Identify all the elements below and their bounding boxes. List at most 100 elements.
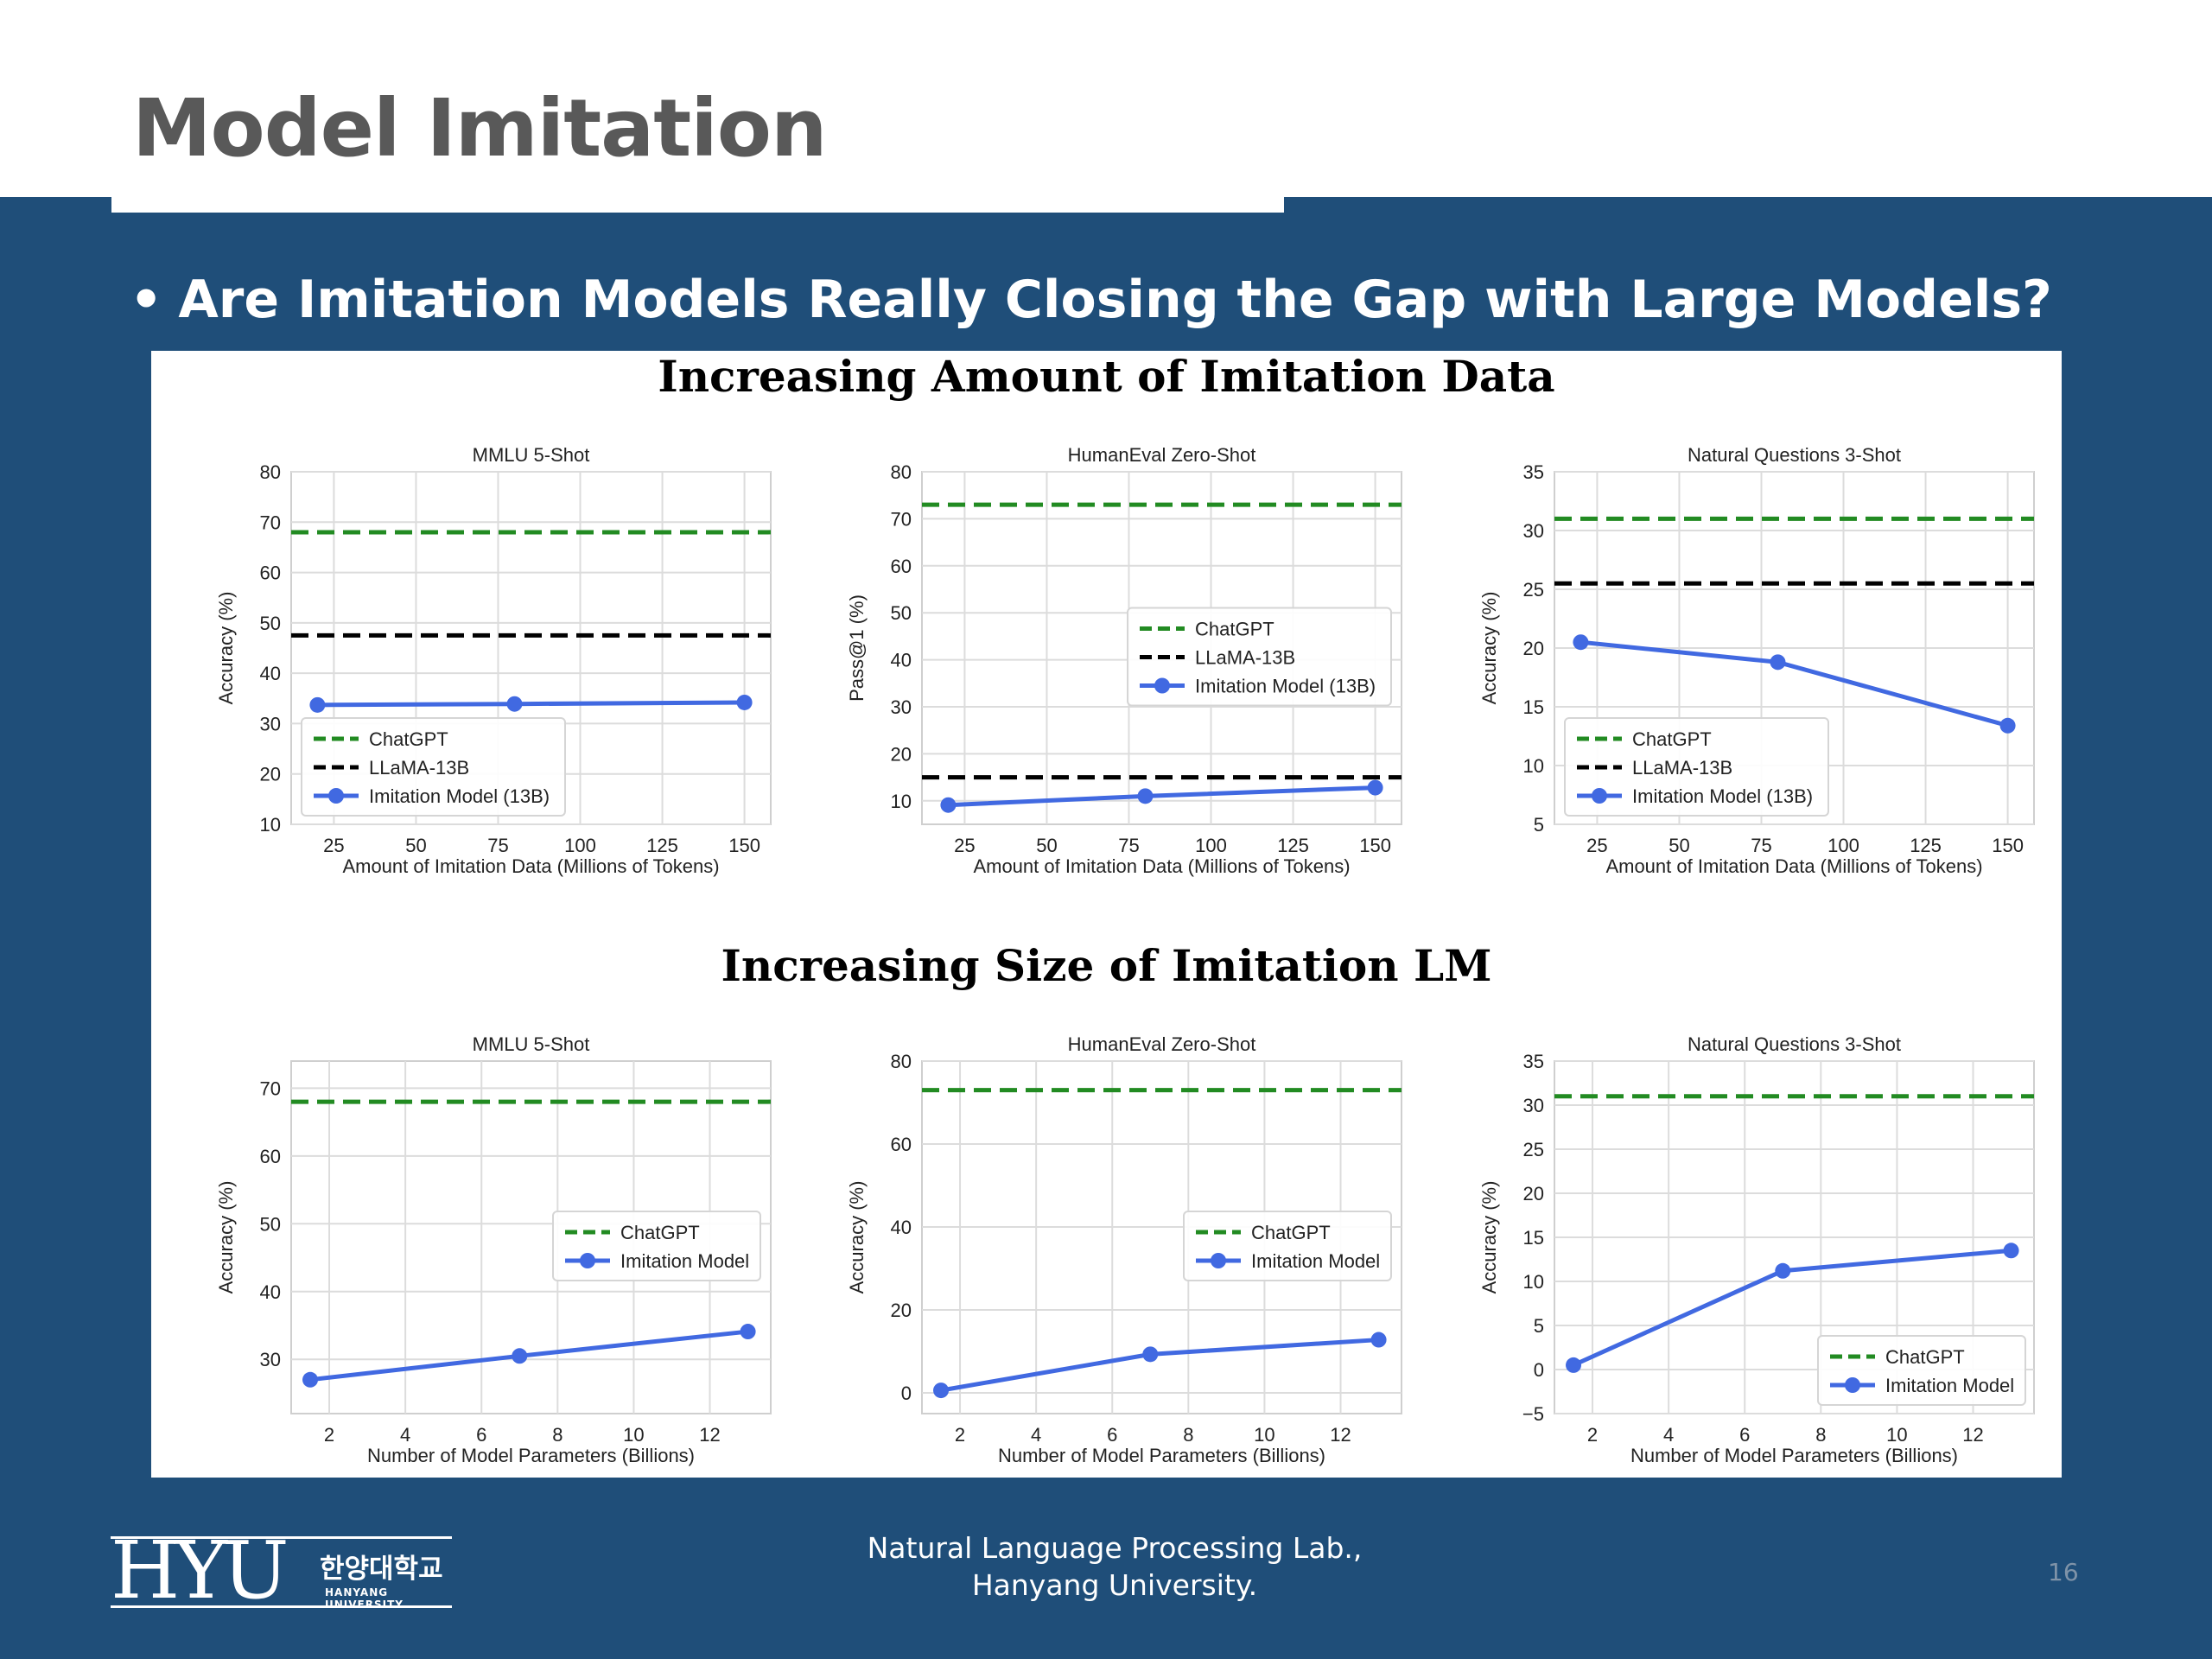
data-point (1367, 779, 1383, 796)
x-tick-label: 125 (1277, 835, 1309, 856)
x-tick-label: 2 (324, 1424, 334, 1446)
bullet-text: Are Imitation Models Really Closing the … (178, 270, 2052, 330)
y-tick-label: 10 (1523, 755, 1544, 777)
legend-label: Imitation Model (13B) (1632, 785, 1813, 807)
x-tick-label: 6 (1739, 1424, 1750, 1446)
x-tick-label: 10 (1254, 1424, 1274, 1446)
slide-title: Model Imitation (132, 82, 827, 175)
y-tick-label: 15 (1523, 696, 1544, 718)
legend-box (301, 717, 566, 817)
y-tick-label: 20 (260, 764, 281, 785)
legend-box (552, 1211, 761, 1281)
y-tick-label: 70 (260, 1077, 281, 1099)
y-axis-label: Accuracy (%) (215, 592, 237, 705)
y-tick-label: 5 (1534, 1315, 1544, 1337)
data-point (2003, 1243, 2019, 1259)
chart-nq-size: 2 4 6 8 10 12 −5 0 5 10 15 20 25 30 35 Natural Question… (1478, 1033, 2035, 1466)
y-tick-label: 20 (891, 1300, 912, 1321)
x-tick-label: 4 (1031, 1424, 1041, 1446)
y-tick-label: 0 (901, 1382, 912, 1404)
x-tick-label: 100 (564, 835, 596, 856)
x-tick-label: 6 (1107, 1424, 1117, 1446)
chart-title: Natural Questions 3-Shot (1688, 1033, 1901, 1055)
section-title-model-size: Increasing Size of Imitation LM (721, 940, 1492, 991)
y-tick-label: 10 (260, 814, 281, 836)
x-axis-label: Amount of Imitation Data (Millions of To… (973, 855, 1350, 877)
chart-title: MMLU 5-Shot (473, 444, 590, 466)
legend-label: Imitation Model (1885, 1375, 2014, 1396)
y-tick-label: 25 (1523, 1139, 1544, 1160)
footer-line-2: Hanyang University. (971, 1568, 1258, 1602)
header-band (0, 0, 2212, 197)
data-point (1999, 717, 2016, 734)
header-tab (111, 197, 1284, 213)
y-tick-label: 30 (260, 713, 281, 734)
y-tick-label: 50 (891, 602, 912, 624)
x-tick-label: 150 (728, 835, 760, 856)
y-tick-label: 20 (1523, 1183, 1544, 1205)
legend-marker (1154, 677, 1170, 694)
footer-credit: Natural Language Processing Lab., Hanyan… (778, 1529, 1452, 1604)
legend-label: ChatGPT (620, 1222, 700, 1243)
legend-label: ChatGPT (1632, 728, 1712, 750)
logo-bottom-rule (111, 1605, 452, 1608)
x-tick-label: 6 (476, 1424, 486, 1446)
y-tick-label: 50 (260, 613, 281, 634)
x-tick-label: 150 (1992, 835, 2024, 856)
x-tick-label: 25 (1586, 835, 1607, 856)
data-point (740, 1324, 756, 1340)
y-tick-label: 15 (1523, 1227, 1544, 1249)
y-tick-label: 35 (1523, 461, 1544, 483)
x-tick-label: 10 (623, 1424, 644, 1446)
legend-marker (328, 788, 344, 804)
y-tick-label: 10 (891, 791, 912, 812)
y-tick-label: 60 (260, 563, 281, 584)
y-axis-label: Pass@1 (%) (846, 594, 868, 702)
bullet-dot-icon: • (130, 270, 163, 330)
legend-label: Imitation Model (13B) (1195, 676, 1376, 697)
data-point (506, 696, 523, 712)
x-tick-label: 50 (405, 835, 426, 856)
figure-panel: Increasing Amount of Imitation Data Incr… (151, 351, 2062, 1478)
y-axis-label: Accuracy (%) (1478, 1181, 1500, 1294)
x-tick-label: 25 (323, 835, 344, 856)
chart-title: HumanEval Zero-Shot (1068, 444, 1256, 466)
y-tick-label: 5 (1534, 814, 1544, 836)
y-tick-label: 70 (891, 508, 912, 530)
y-tick-label: 10 (1523, 1271, 1544, 1293)
y-tick-label: 80 (891, 1051, 912, 1072)
chart-mmlu-data: 25 50 75 100 125 150 10 20 30 40 50 60 70 80 MMLU 5-Sh… (215, 444, 772, 877)
legend-label: Imitation Model (13B) (369, 785, 550, 807)
y-tick-label: 0 (1534, 1359, 1544, 1381)
y-axis-label: Accuracy (%) (1478, 592, 1500, 705)
y-tick-label: 30 (260, 1349, 281, 1370)
legend-marker (580, 1253, 595, 1268)
y-tick-label: 30 (1523, 520, 1544, 542)
y-tick-label: 30 (1523, 1095, 1544, 1116)
legend: ChatGPT LLaMA-13B Imitation Model (13B) (1127, 607, 1392, 707)
x-tick-label: 12 (699, 1424, 720, 1446)
data-point (1370, 1332, 1387, 1348)
legend-label: LLaMA-13B (1195, 647, 1295, 669)
page-number: 16 (2048, 1558, 2079, 1586)
x-tick-label: 125 (646, 835, 678, 856)
legend-box (1817, 1335, 2026, 1406)
chart-nq-data: 25 50 75 100 125 150 5 10 15 20 25 30 35 Natural Ques… (1478, 444, 2035, 877)
x-tick-label: 50 (1669, 835, 1689, 856)
chart-title: MMLU 5-Shot (473, 1033, 590, 1055)
legend-box (1564, 717, 1829, 817)
legend-marker (1211, 1253, 1226, 1268)
x-tick-label: 2 (955, 1424, 965, 1446)
y-tick-label: 20 (1523, 638, 1544, 659)
legend: ChatGPT Imitation Model (552, 1211, 761, 1281)
y-tick-label: −5 (1522, 1403, 1544, 1425)
y-tick-label: 80 (260, 461, 281, 483)
y-tick-label: 40 (891, 650, 912, 671)
data-point (940, 797, 957, 813)
legend-label: Imitation Model (620, 1250, 749, 1272)
x-axis-label: Number of Model Parameters (Billions) (998, 1445, 1325, 1466)
y-tick-label: 35 (1523, 1051, 1544, 1072)
x-tick-label: 12 (1962, 1424, 1983, 1446)
y-tick-label: 40 (260, 1281, 281, 1303)
data-point (1137, 788, 1154, 804)
